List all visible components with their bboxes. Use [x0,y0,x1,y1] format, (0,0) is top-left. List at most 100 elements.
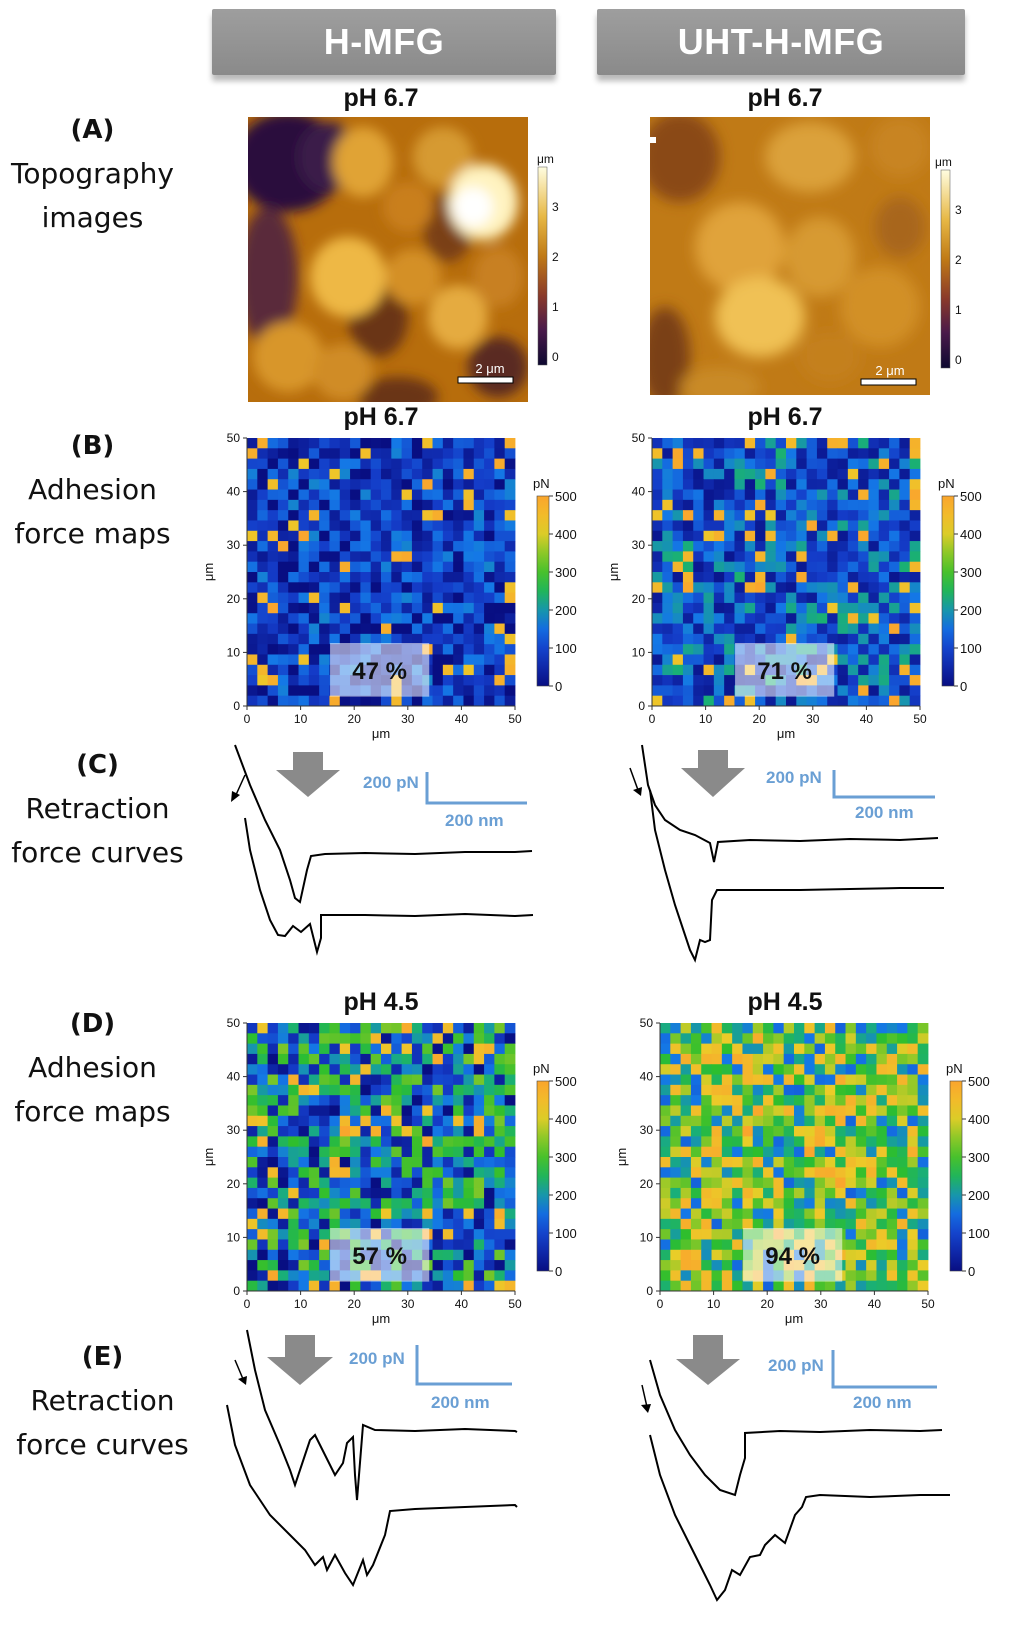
map-cell [504,489,516,501]
map-cell [329,510,341,521]
map-cell [889,530,900,542]
map-cell [442,479,454,490]
map-cell [442,685,454,697]
map-cell [308,530,320,542]
colorbar-tick-label: 400 [968,1112,990,1127]
map-cell [713,438,725,449]
map-cell [814,1033,826,1045]
map-cell [504,664,516,676]
map-cell [247,1105,258,1117]
map-cell [680,1280,692,1292]
map-cell [660,1105,671,1117]
map-cell [257,602,269,614]
map-cell [662,613,674,624]
map-cell [484,1084,495,1096]
x-tick-label: 50 [508,712,522,726]
map-cell [773,1095,785,1106]
map-cell [277,1218,289,1230]
map-cell [670,1218,682,1230]
map-cell [670,1053,682,1065]
map-cell [442,561,454,573]
map-cell [680,1187,692,1199]
map-cell [360,499,372,511]
map-cell [401,1084,413,1096]
map-cell [868,438,880,449]
map-cell [381,1105,392,1117]
map-cell [827,489,838,501]
map-cell [672,510,684,521]
map-cell [907,1033,919,1045]
map-cell [288,664,299,676]
map-cell [835,1208,846,1220]
map-cell [837,510,849,521]
map-cell [391,602,403,614]
map-cell [899,510,911,521]
map-cell [713,541,725,552]
map-cell [680,1136,692,1148]
map-cell [504,695,516,707]
map-cell [827,695,838,707]
map-cell [267,1208,279,1220]
map-cell [257,1177,269,1189]
map-cell [453,1218,464,1230]
map-cell [690,1126,702,1137]
map-cell [463,499,475,511]
map-cell [845,1136,857,1148]
map-cell [682,438,694,449]
x-tick-label: 10 [699,712,713,726]
map-cell [504,1187,516,1199]
map-cell [889,541,900,552]
map-cell [504,654,516,666]
map-cell [484,510,495,521]
map-cell [858,530,869,542]
map-cell [370,530,382,542]
map-cell [432,695,444,707]
map-cell [693,675,704,686]
map-cell [370,479,382,490]
map-cell [660,1136,671,1148]
map-cell [899,438,911,449]
map-cell [308,592,320,604]
map-cell [878,582,890,594]
map-cell [494,1115,506,1127]
map-cell [899,458,911,470]
map-cell [672,458,684,470]
map-cell [866,1043,877,1055]
map-cell [494,468,506,480]
map-cell [494,499,506,511]
map-cell [319,654,330,666]
map-cell [907,1239,919,1251]
map-cell [339,530,351,542]
map-cell [257,1208,269,1220]
row-line: Adhesion [28,1051,157,1084]
map-cell [494,644,506,655]
map-cell [319,664,330,676]
map-cell [744,520,756,532]
map-cell [411,1084,423,1096]
map-cell [889,695,900,707]
map-cell [732,1249,743,1261]
map-cell [494,1095,506,1106]
map-cell [267,1239,279,1251]
map-cell [504,1198,516,1209]
map-cell [453,613,464,624]
map-cell [783,1095,795,1106]
map-cell [288,1023,299,1034]
map-cell [329,1157,341,1168]
map-cell [662,592,674,604]
map-cell [876,1270,888,1282]
map-cell [713,561,725,573]
map-cell [773,1074,785,1086]
map-cell [672,654,684,666]
map-cell [442,1023,454,1034]
map-cell [897,1053,908,1065]
map-cell [866,1084,877,1096]
map-cell [847,458,859,470]
map-cell [721,1033,733,1045]
map-cell [473,458,485,470]
map-cell [690,1115,702,1127]
map-cell [401,1023,413,1034]
map-cell [401,458,413,470]
map-cell [662,561,674,573]
map-cell [453,1074,464,1086]
